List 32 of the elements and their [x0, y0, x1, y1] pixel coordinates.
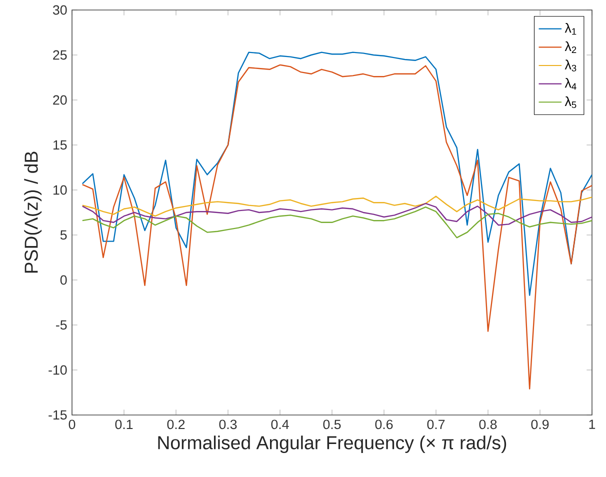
x-tick-label: 0.8 — [479, 420, 497, 430]
legend-label: λ$_{5}$ — [564, 96, 576, 108]
line-series — [82, 202, 592, 226]
legend-label: λ$_{2}$ — [564, 41, 576, 53]
y-tick-label: 10 — [53, 185, 67, 195]
legend-label: λ$_{1}$ — [564, 23, 576, 35]
x-axis-title: Normalised Angular Frequency (× π rad/s) — [158, 436, 506, 454]
x-tick-label: 0.1 — [115, 420, 133, 430]
y-tick-label: 20 — [53, 95, 67, 105]
x-tick-label: 1 — [589, 420, 596, 429]
line-series — [82, 206, 592, 238]
line-series — [82, 196, 592, 217]
y-tick-label: 5 — [60, 230, 67, 240]
x-tick-label: 0.9 — [531, 420, 549, 430]
y-tick-label: -15 — [48, 410, 67, 420]
y-tick-label: 0 — [60, 275, 67, 285]
x-tick-label: 0.6 — [375, 420, 393, 430]
y-tick-label: -10 — [48, 365, 67, 375]
x-tick-label: 0.3 — [219, 420, 237, 430]
y-tick-label: 15 — [53, 140, 67, 150]
x-tick-label: 0.5 — [323, 420, 341, 430]
x-tick-label: 0 — [68, 420, 76, 430]
x-tick-label: 0.2 — [167, 420, 185, 430]
y-tick-label: 25 — [53, 50, 67, 60]
legend-label: λ$_{4}$ — [564, 78, 576, 90]
x-tick-label: 0.7 — [427, 420, 445, 430]
y-axis-title: PSD(Λ(z)) / dB — [24, 152, 42, 273]
y-tick-label: -5 — [56, 320, 67, 330]
line-series — [82, 52, 592, 296]
legend-label: λ$_{3}$ — [564, 60, 576, 72]
y-tick-label: 30 — [52, 5, 67, 15]
x-tick-label: 0.4 — [271, 420, 289, 430]
